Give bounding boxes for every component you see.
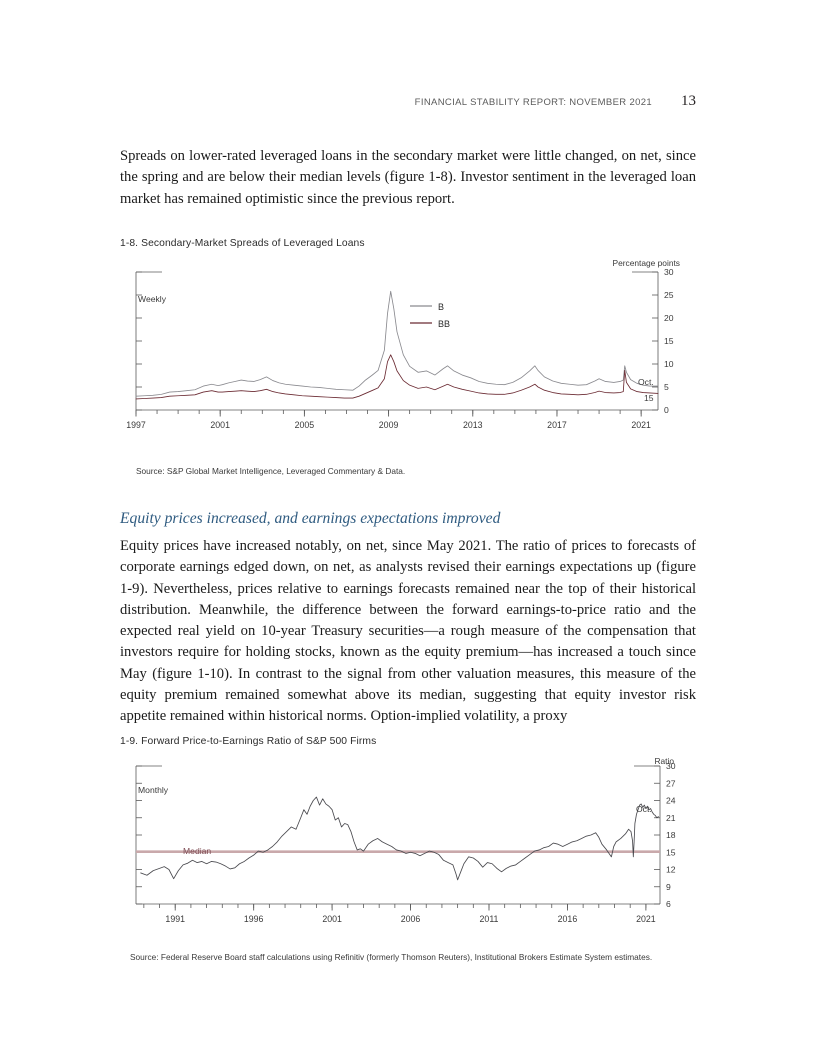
svg-text:24: 24 — [666, 796, 676, 806]
figure-1-9-frequency-label: Monthly — [138, 785, 169, 795]
svg-text:5: 5 — [664, 382, 669, 392]
svg-text:10: 10 — [664, 359, 674, 369]
svg-text:2011: 2011 — [480, 914, 499, 924]
paragraph-1: Spreads on lower-rated leveraged loans i… — [120, 148, 696, 207]
svg-text:2013: 2013 — [463, 420, 483, 430]
svg-text:21: 21 — [666, 813, 676, 823]
figure-1-8-unit-label: Percentage points — [612, 258, 680, 268]
svg-text:2009: 2009 — [379, 420, 399, 430]
figure-1-9-source: Source: Federal Reserve Board staff calc… — [130, 952, 653, 962]
svg-text:2021: 2021 — [631, 420, 651, 430]
svg-text:2005: 2005 — [295, 420, 315, 430]
figure-1-8-title: 1-8. Secondary-Market Spreads of Leverag… — [120, 238, 365, 249]
figure-1-9-plot-wrap: Ratio Monthly Median Oct. 6 9 12 15 18 21 24 27… — [120, 756, 696, 938]
svg-text:2001: 2001 — [210, 420, 230, 430]
svg-text:2017: 2017 — [547, 420, 567, 430]
figure-1-8-legend-b: B — [438, 302, 445, 312]
svg-text:2006: 2006 — [401, 914, 421, 924]
figure-1-8: 1-8. Secondary-Market Spreads of Leverag… — [120, 238, 696, 476]
page-number: 13 — [681, 93, 696, 109]
figure-1-9-title: 1-9. Forward Price-to-Earnings Ratio of … — [120, 736, 377, 747]
svg-text:2001: 2001 — [322, 914, 342, 924]
figure-1-9-svg: 6 9 12 15 18 21 24 27 30 1991 1996 2001 2006 2011 2016… — [135, 761, 676, 924]
figure-1-8-frequency-label: Weekly — [138, 294, 167, 304]
svg-text:2021: 2021 — [636, 914, 656, 924]
svg-text:6: 6 — [666, 899, 671, 909]
svg-text:12: 12 — [666, 865, 676, 875]
svg-text:0: 0 — [664, 405, 669, 415]
svg-text:20: 20 — [664, 313, 674, 323]
svg-text:9: 9 — [666, 882, 671, 892]
svg-text:25: 25 — [664, 290, 674, 300]
running-head-title: FINANCIAL STABILITY REPORT: NOVEMBER 202… — [414, 97, 652, 108]
figure-1-9: 1-9. Forward Price-to-Earnings Ratio of … — [120, 736, 696, 962]
svg-text:1996: 1996 — [244, 914, 264, 924]
figure-1-9-annotation-label: Oct. — [636, 804, 652, 814]
svg-text:2016: 2016 — [558, 914, 578, 924]
section-heading: Equity prices increased, and earnings ex… — [120, 510, 501, 527]
running-head: FINANCIAL STABILITY REPORT: NOVEMBER 202… — [120, 93, 696, 110]
figure-1-8-annotation-label: Oct. — [638, 377, 654, 387]
svg-text:27: 27 — [666, 778, 676, 788]
svg-text:18: 18 — [666, 830, 676, 840]
figure-1-8-source: Source: S&P Global Market Intelligence, … — [136, 466, 406, 476]
figure-1-9-median-label: Median — [183, 846, 212, 856]
paragraph-2: Equity prices have increased notably, on… — [120, 538, 696, 725]
figure-1-8-svg: 0 5 10 15 20 25 30 1997 2001 2005 2009 2013 2017 2021 — [126, 267, 674, 430]
section-heading-wrap: Equity prices increased, and earnings ex… — [120, 509, 696, 529]
svg-text:1991: 1991 — [165, 914, 185, 924]
figure-1-9-unit-label: Ratio — [654, 756, 674, 766]
body-content: Spreads on lower-rated leveraged loans i… — [120, 146, 696, 210]
figure-1-8-legend-bb: BB — [438, 319, 451, 329]
body-content-2: Equity prices have increased notably, on… — [120, 536, 696, 728]
svg-text:30: 30 — [664, 267, 674, 277]
svg-text:15: 15 — [664, 336, 674, 346]
svg-text:1997: 1997 — [126, 420, 146, 430]
figure-1-8-annotation-value: 15 — [644, 393, 654, 403]
svg-text:30: 30 — [666, 761, 676, 771]
figure-1-8-plot-wrap: Percentage points Weekly B BB Oct. 15 0 5… — [120, 258, 696, 450]
svg-text:15: 15 — [666, 847, 676, 857]
